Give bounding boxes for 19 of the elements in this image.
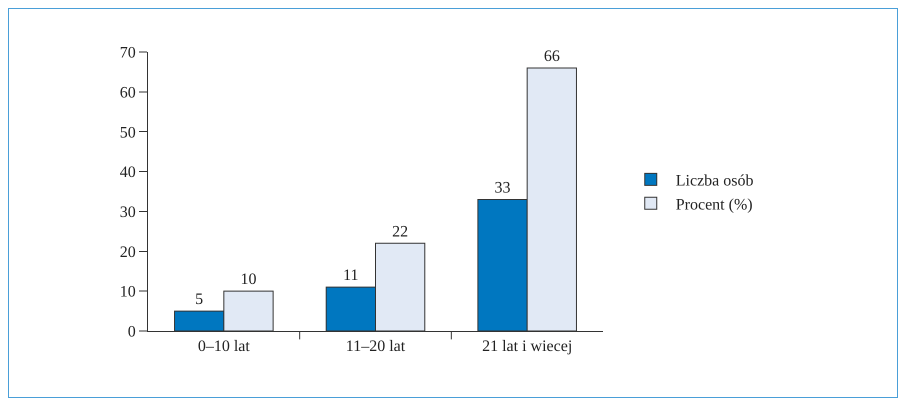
y-tick-label: 50: [120, 124, 136, 142]
y-tick-label: 0: [128, 324, 136, 341]
legend-label: Liczba osób: [676, 172, 754, 190]
data-label: 66: [544, 48, 560, 65]
y-tick-label: 60: [120, 84, 136, 102]
y-tick-label: 30: [120, 204, 136, 222]
y-tick-label: 70: [120, 44, 136, 62]
y-tick-label: 20: [120, 244, 136, 261]
data-label: 22: [392, 223, 408, 240]
data-label: 10: [240, 271, 256, 288]
y-tick-label: 10: [120, 284, 136, 301]
x-tick-label: 11–20 lat: [346, 338, 406, 356]
data-label: 5: [195, 291, 204, 308]
x-tick-label: 21 lat i wiecej: [482, 338, 572, 356]
legend-label: Procent (%): [676, 196, 753, 214]
y-tick-label: 40: [120, 164, 136, 182]
data-label: 33: [494, 179, 511, 196]
data-label: 11: [343, 267, 359, 284]
x-tick-label: 0–10 lat: [198, 338, 250, 356]
